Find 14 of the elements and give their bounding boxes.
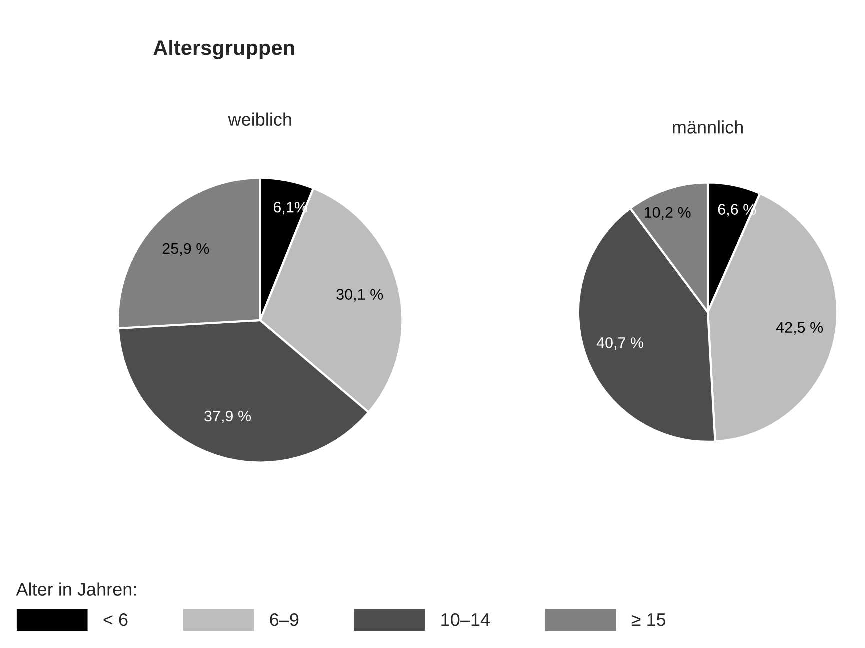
- data-label: 25,9 %: [162, 243, 210, 256]
- legend-label: < 6: [104, 613, 128, 626]
- chart-subtitle: männlich: [673, 120, 743, 134]
- data-label: 37,9 %: [204, 410, 252, 424]
- data-label: 30,1 %: [336, 289, 384, 302]
- legend-label: 10–14: [442, 613, 490, 626]
- legend-title: Alter in Jahren:: [16, 582, 136, 596]
- chart-title: Altersgruppen: [154, 40, 294, 60]
- legend-label: 6–9: [270, 613, 299, 626]
- data-label: 40,7 %: [596, 338, 644, 350]
- data-label: 42,5 %: [776, 322, 824, 335]
- legend-label: ≥ 15: [632, 614, 666, 626]
- data-label: 10,2 %: [644, 207, 691, 220]
- chart-subtitle: weiblich: [228, 112, 292, 126]
